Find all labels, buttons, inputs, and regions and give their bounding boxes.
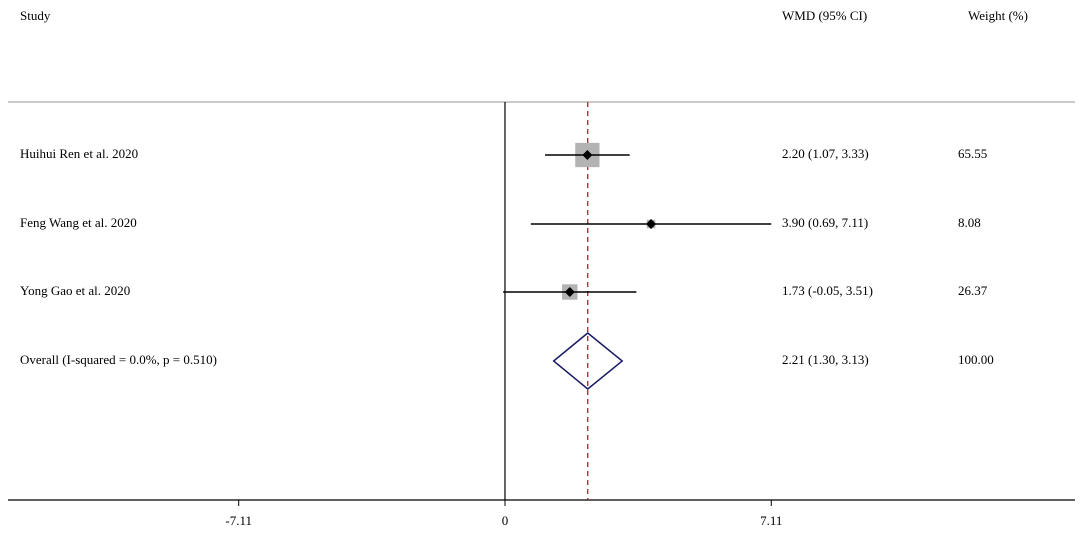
- overall-diamond: [552, 332, 624, 390]
- weight-label: 100.00: [958, 352, 994, 367]
- study-label: Overall (I-squared = 0.0%, p = 0.510): [20, 352, 217, 367]
- effect-label: 1.73 (-0.05, 3.51): [782, 283, 873, 298]
- weight-label: 65.55: [958, 146, 987, 161]
- effect-label: 2.21 (1.30, 3.13): [782, 352, 869, 367]
- effect-label: 2.20 (1.07, 3.33): [782, 146, 869, 161]
- point-estimate: [564, 287, 575, 297]
- weight-header: Weight (%): [968, 8, 1028, 23]
- study-header: Study: [20, 8, 51, 23]
- weight-label: 26.37: [958, 283, 988, 298]
- effect-label: 3.90 (0.69, 7.11): [782, 215, 868, 230]
- point-estimate: [582, 150, 593, 160]
- x-tick-label: 0: [502, 513, 509, 528]
- study-label: Huihui Ren et al. 2020: [20, 146, 138, 161]
- x-tick-label: -7.11: [225, 513, 252, 528]
- weight-label: 8.08: [958, 215, 981, 230]
- x-tick-label: 7.11: [760, 513, 782, 528]
- point-estimate: [646, 219, 657, 229]
- study-label: Yong Gao et al. 2020: [20, 283, 130, 298]
- study-label: Feng Wang et al. 2020: [20, 215, 137, 230]
- effect-header: WMD (95% CI): [782, 8, 867, 23]
